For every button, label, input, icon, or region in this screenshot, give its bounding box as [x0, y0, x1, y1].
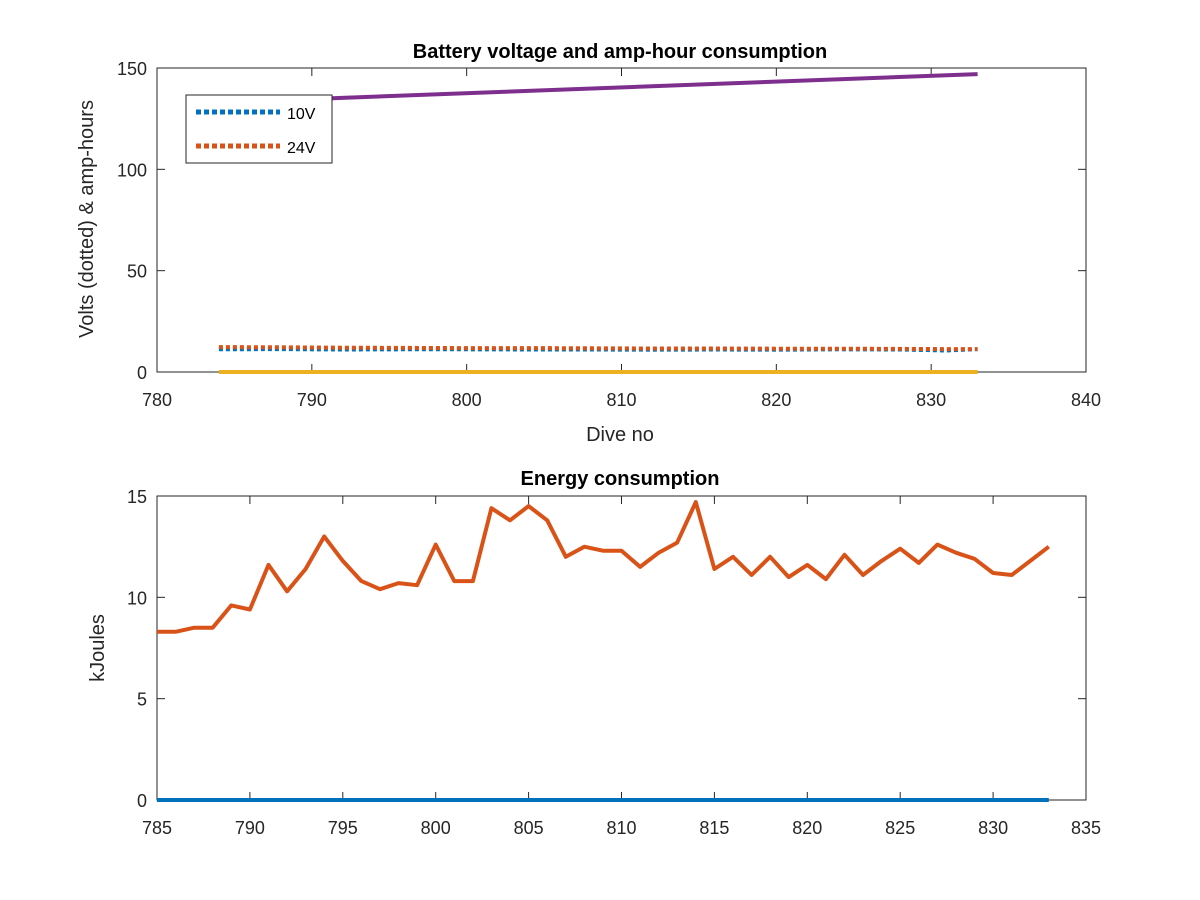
energy-x-tick-label: 810: [606, 818, 636, 838]
energy-x-tick-label: 800: [421, 818, 451, 838]
energy-axes: Energy consumption 785 790 795 800 805 810 815…: [87, 468, 1101, 838]
energy-y-axis-label: kJoules: [87, 614, 109, 682]
energy-y-tick-label: 0: [137, 791, 147, 811]
energy-x-tick-label: 825: [885, 818, 915, 838]
voltage-x-tick-label: 820: [761, 390, 791, 410]
voltage-x-tick-label: 840: [1071, 390, 1101, 410]
voltage-x-tick-label: 830: [916, 390, 946, 410]
voltage-y-tick-label: 0: [137, 363, 147, 383]
energy-x-tick-label: 820: [792, 818, 822, 838]
voltage-x-tick-label: 800: [452, 390, 482, 410]
voltage-chart-title: Battery voltage and amp-hour consumption: [413, 41, 827, 63]
voltage-y-tick-label: 100: [117, 160, 147, 180]
legend-10v-label: 10V: [287, 106, 316, 123]
voltage-x-tick-label: 810: [606, 390, 636, 410]
voltage-y-tick-label: 50: [127, 262, 147, 282]
energy-y-tick-label: 5: [137, 690, 147, 710]
energy-x-tick-label: 790: [235, 818, 265, 838]
voltage-y-tick-label: 150: [117, 59, 147, 79]
energy-y-tick-label: 10: [127, 588, 147, 608]
voltage-amphour-axes: Battery voltage and amp-hour consumption…: [76, 41, 1101, 446]
energy-x-tick-label: 785: [142, 818, 172, 838]
energy-y-tick-label: 15: [127, 487, 147, 507]
voltage-x-axis-label: Dive no: [586, 424, 654, 446]
energy-x-tick-label: 805: [514, 818, 544, 838]
voltage-x-tick-label: 790: [297, 390, 327, 410]
voltage-series-line-3: [218, 72, 978, 105]
energy-series-line-0: [157, 500, 1051, 634]
voltage-series-line-1: [218, 345, 978, 352]
energy-x-tick-label: 830: [978, 818, 1008, 838]
legend-24v-label: 24V: [287, 140, 316, 157]
legend-box: [185, 94, 333, 164]
energy-x-tick-label: 815: [699, 818, 729, 838]
energy-plot-area: 785 790 795 800 805 810 815 820 825 830 835 0 5 10 15: [127, 487, 1101, 838]
energy-x-tick-label: 835: [1071, 818, 1101, 838]
voltage-plot-area: 780 790 800 810 820 830 840 0 50 100 150: [117, 59, 1101, 410]
voltage-legend: 10V 24V: [185, 94, 333, 164]
energy-x-tick-label: 795: [328, 818, 358, 838]
voltage-x-tick-label: 780: [142, 390, 172, 410]
voltage-y-axis-label: Volts (dotted) & amp-hours: [76, 100, 98, 338]
energy-chart-title: Energy consumption: [521, 468, 720, 490]
